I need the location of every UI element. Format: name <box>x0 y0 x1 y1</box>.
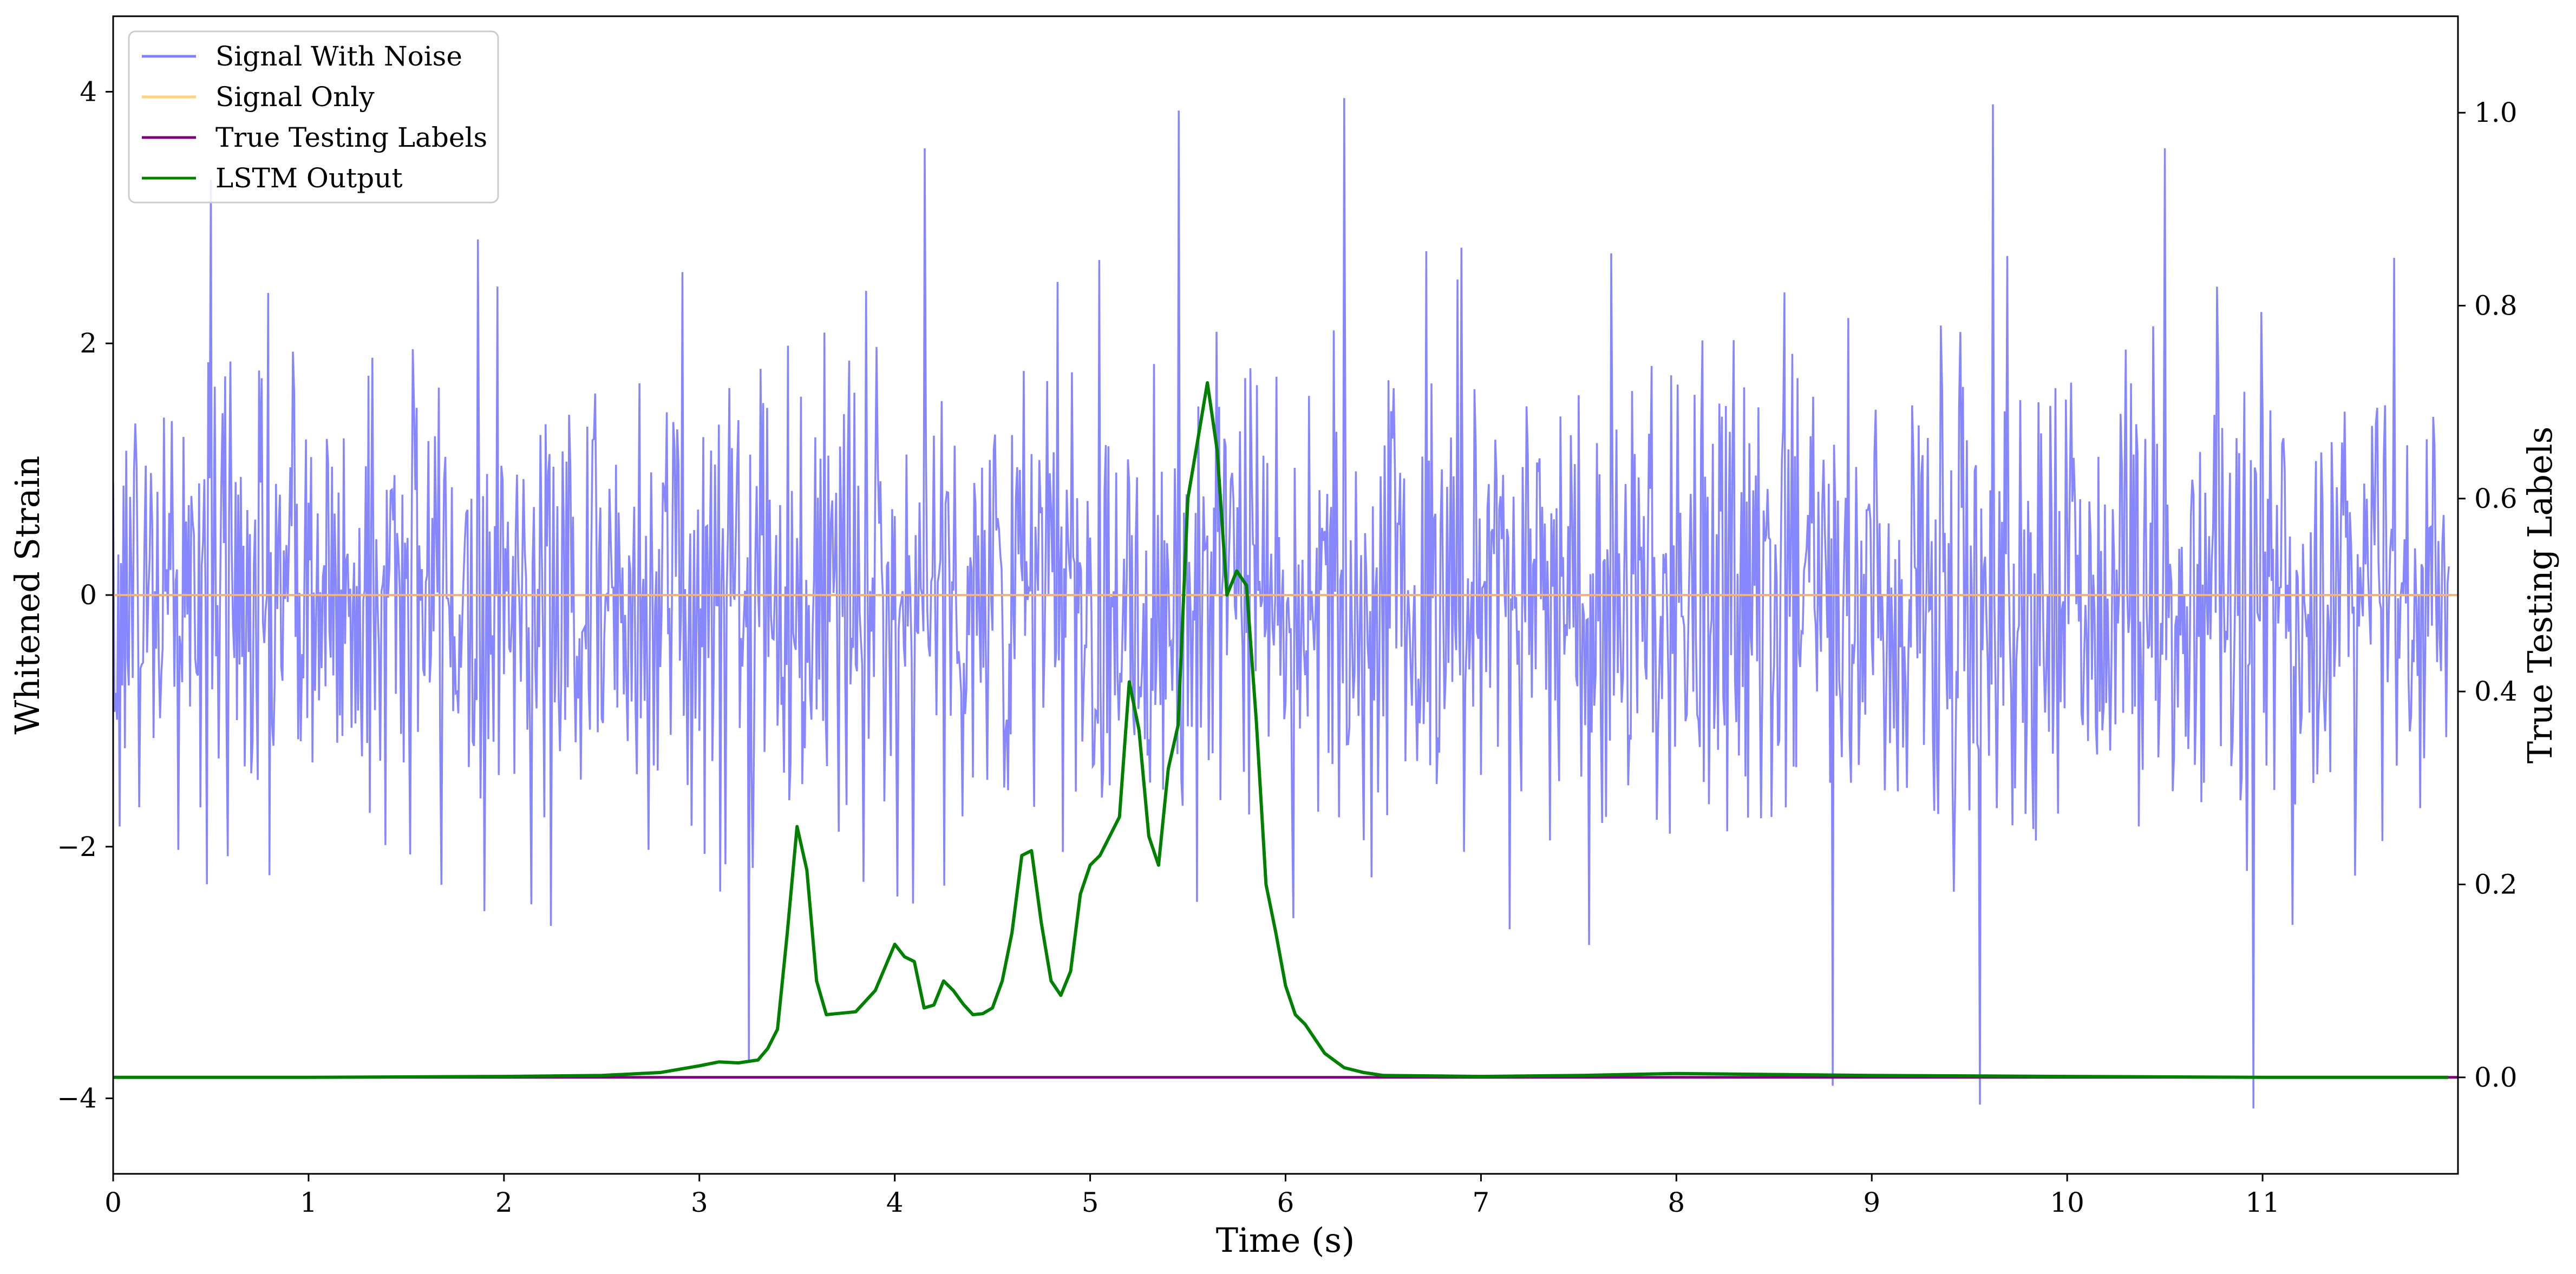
plot-area <box>113 98 2458 1109</box>
series-lstm-output <box>113 381 2448 1079</box>
y-left-tick-label: 0 <box>80 579 97 611</box>
x-tick-label: 11 <box>2245 1187 2280 1218</box>
y-right-tick-label: 0.6 <box>2474 483 2518 514</box>
x-tick-label: 7 <box>1473 1187 1490 1218</box>
y-left-tick-label: −2 <box>57 831 97 863</box>
y-axis-left-label: Whitened Strain <box>8 456 47 735</box>
y-right-tick-label: 0.8 <box>2474 290 2518 322</box>
y-right-tick-label: 1.0 <box>2474 97 2518 128</box>
legend-label-lstm-output: LSTM Output <box>215 162 402 194</box>
legend-label-signal-only: Signal Only <box>215 81 375 113</box>
y-right-tick-label: 0.0 <box>2474 1062 2518 1093</box>
x-tick-label: 10 <box>2050 1187 2084 1218</box>
y-left-tick-label: −4 <box>57 1083 97 1114</box>
x-axis-label: Time (s) <box>1216 1220 1355 1260</box>
legend: Signal With Noise Signal Only True Testi… <box>128 30 499 204</box>
x-tick-label: 2 <box>495 1187 513 1218</box>
x-tick-label: 4 <box>886 1187 904 1218</box>
x-tick-label: 5 <box>1082 1187 1099 1218</box>
y-left-tick-label: 4 <box>80 76 97 107</box>
y-axis-right: 0.0 0.2 0.4 0.6 0.8 1.0 <box>2458 97 2518 1093</box>
legend-box <box>128 30 499 204</box>
y-right-tick-label: 0.2 <box>2474 869 2518 900</box>
x-tick-label: 1 <box>300 1187 317 1218</box>
x-axis: 0 1 2 3 4 5 6 7 8 9 10 11 <box>104 1174 2280 1218</box>
y-axis-right-label: True Testing Labels <box>2520 427 2560 764</box>
y-left-tick-label: 2 <box>80 328 97 359</box>
x-tick-label: 8 <box>1668 1187 1685 1218</box>
y-axis-left: −4 −2 0 2 4 <box>57 76 113 1114</box>
x-tick-label: 9 <box>1863 1187 1880 1218</box>
y-right-tick-label: 0.4 <box>2474 676 2518 707</box>
series-signal-with-noise <box>113 98 2450 1109</box>
x-tick-label: 6 <box>1277 1187 1294 1218</box>
legend-label-true-testing-labels: True Testing Labels <box>215 122 487 153</box>
x-tick-label: 0 <box>104 1187 122 1218</box>
legend-label-signal-with-noise: Signal With Noise <box>215 41 462 72</box>
x-tick-label: 3 <box>691 1187 708 1218</box>
